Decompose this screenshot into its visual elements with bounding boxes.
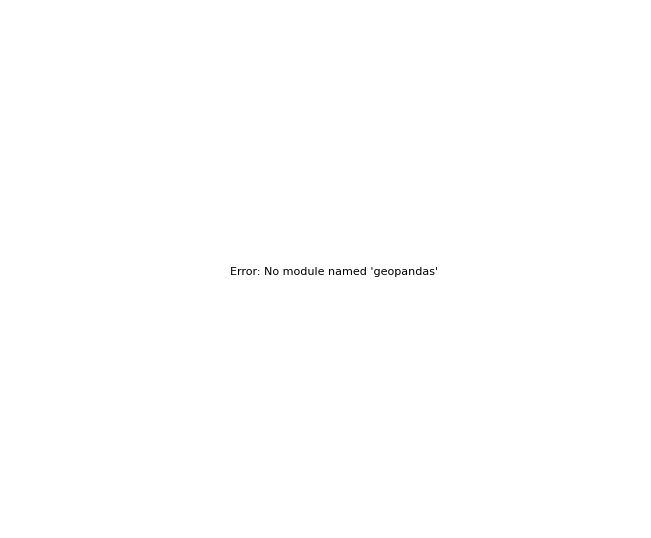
Text: Error: No module named 'geopandas': Error: No module named 'geopandas': [230, 267, 437, 277]
